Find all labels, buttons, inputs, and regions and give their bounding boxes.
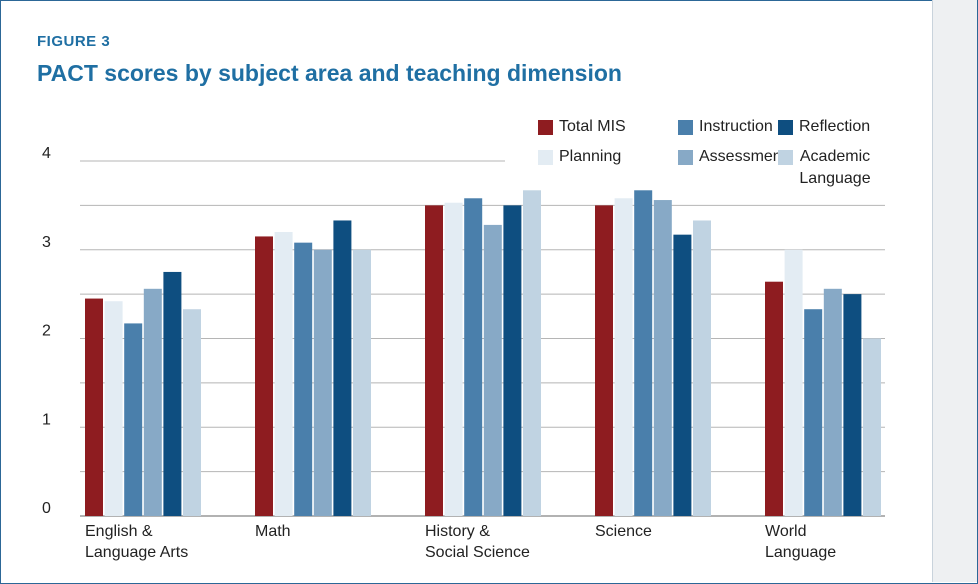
bar (483, 224, 502, 516)
bar (183, 309, 201, 516)
x-tick-label: Math (255, 523, 291, 540)
bar (85, 298, 103, 516)
legend-swatch (678, 150, 693, 165)
bar (464, 198, 483, 516)
legend-label: Instruction (699, 118, 773, 135)
legend-label: Reflection (799, 118, 871, 135)
y-tick-label: 2 (42, 323, 51, 340)
legend-swatch (678, 120, 693, 135)
legend-item: Planning (538, 148, 621, 168)
bar (523, 190, 541, 516)
legend-item: Reflection (778, 118, 870, 138)
bar (634, 190, 653, 516)
bar (503, 205, 522, 516)
figure-label: FIGURE 3 (37, 33, 111, 50)
y-tick-label: 0 (42, 500, 51, 517)
bar (863, 338, 881, 516)
bar (595, 205, 613, 516)
x-tick-label: Language Arts (85, 544, 188, 561)
bar (614, 198, 633, 516)
legend-item: Total MIS (538, 118, 626, 138)
bar (163, 271, 182, 516)
bar (843, 294, 862, 516)
bar (124, 323, 143, 516)
bar (104, 301, 123, 516)
legend-label: Academic Language (799, 148, 871, 187)
chart-title: PACT scores by subject area and teaching… (37, 60, 622, 86)
y-tick-label: 4 (42, 145, 51, 162)
x-tick-label: Language (765, 544, 836, 561)
bar (804, 309, 823, 516)
bar (693, 220, 711, 516)
legend-swatch (778, 150, 793, 165)
bar (294, 242, 313, 516)
bar (274, 232, 293, 516)
bar (333, 220, 352, 516)
bar (313, 249, 332, 516)
bar (425, 205, 443, 516)
legend-item: Academic Language (778, 148, 871, 190)
bar (255, 236, 273, 516)
bar (823, 288, 842, 516)
legend-swatch (778, 120, 793, 135)
legend-swatch (538, 120, 553, 135)
y-tick-label: 3 (42, 234, 51, 251)
legend-label: Assessment (699, 148, 787, 165)
legend-swatch (538, 150, 553, 165)
x-tick-label: World (765, 523, 807, 540)
side-panel (932, 0, 977, 582)
x-tick-label: History & (425, 523, 490, 540)
bar (143, 288, 162, 516)
x-tick-label: Science (595, 523, 652, 540)
bar (765, 281, 783, 516)
bar (673, 234, 692, 516)
bar (653, 200, 672, 517)
x-tick-label: Social Science (425, 544, 530, 561)
x-tick-label: English & (85, 523, 153, 540)
legend-label: Planning (559, 148, 622, 165)
bar (353, 249, 371, 516)
bar (444, 202, 463, 516)
y-tick-label: 1 (42, 411, 51, 428)
legend-label: Total MIS (559, 118, 626, 135)
bar (784, 249, 803, 516)
legend-item: Assessment (678, 148, 787, 168)
legend-item: Instruction (678, 118, 773, 138)
